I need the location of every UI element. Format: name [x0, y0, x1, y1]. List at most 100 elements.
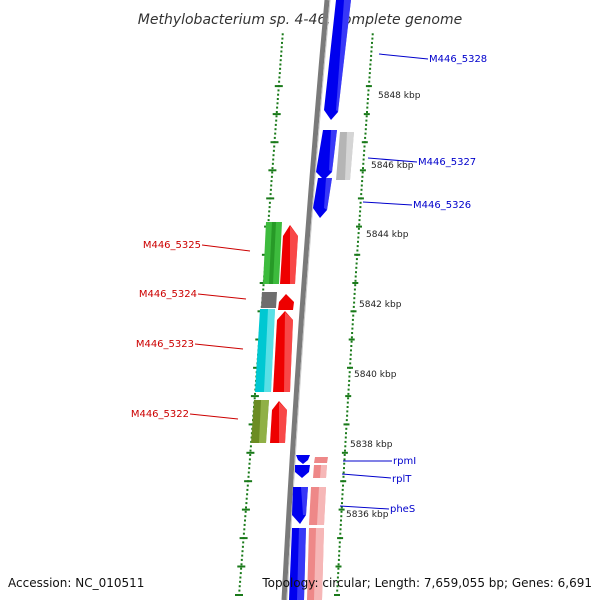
gene-rpmI[interactable]	[296, 455, 310, 464]
ring-dot	[275, 111, 278, 113]
scale-dot	[352, 314, 355, 317]
ring-tick	[235, 594, 243, 596]
scale-tick	[334, 594, 340, 596]
scale-dot	[367, 89, 370, 92]
scale-dot	[343, 467, 345, 470]
scale-dotted-ring	[336, 33, 374, 596]
scale-tick	[359, 169, 366, 172]
label-rplT[interactable]: rplT	[392, 474, 412, 485]
scale-dot	[361, 175, 364, 178]
label-M446_5325[interactable]: M446_5325	[143, 240, 201, 251]
scale-label-5840: 5840 kbp	[354, 370, 397, 380]
label-M446_5328[interactable]: M446_5328	[429, 54, 487, 65]
scale-dot	[370, 50, 373, 53]
ring-dot	[274, 132, 277, 135]
ring-dot	[269, 188, 272, 191]
scale-tick	[343, 423, 350, 426]
ring-dot	[270, 184, 273, 187]
ring-dot	[249, 449, 252, 452]
ring-tick	[237, 565, 246, 568]
ring-dot	[246, 493, 249, 496]
leader-M446_5326	[362, 201, 413, 206]
scale-dot	[339, 532, 342, 535]
ring-dot	[253, 397, 256, 400]
scale-dot	[351, 323, 354, 326]
ring-dot	[248, 467, 251, 470]
scale-dot	[366, 102, 369, 105]
scale-dot	[345, 432, 347, 435]
accession-text: Accession: NC_010511	[8, 576, 144, 590]
label-leaders	[189, 53, 429, 510]
ring-dot	[278, 72, 281, 75]
scale-dot	[344, 445, 347, 448]
scale-dot	[368, 76, 371, 79]
scale-dot	[362, 158, 365, 161]
label-rpmI[interactable]: rpmI	[393, 456, 416, 467]
scale-dot	[346, 401, 349, 404]
ring-dot	[238, 585, 241, 588]
ring-dot	[243, 528, 246, 531]
gene-M446_5327-shade	[329, 130, 337, 172]
scale-dot	[340, 510, 343, 513]
scale-dot	[342, 475, 345, 478]
ring-dot	[238, 589, 241, 592]
ring-dot	[254, 392, 256, 395]
label-pheS[interactable]: pheS	[390, 504, 415, 515]
ring-tick	[274, 85, 283, 88]
scale-dot	[361, 171, 364, 174]
ring-dot	[244, 519, 246, 522]
scale-dot	[347, 397, 350, 400]
scale-tick	[340, 480, 347, 483]
ring-dot	[272, 158, 275, 161]
ring-dot	[267, 214, 270, 217]
ring-tick	[246, 451, 255, 454]
ring-tick	[250, 395, 259, 398]
gene-rpmI-pink[interactable]	[314, 457, 328, 463]
scale-dot	[349, 362, 352, 365]
label-M446_5326[interactable]: M446_5326	[413, 200, 471, 211]
ring-dot	[281, 37, 284, 40]
scale-dot	[336, 589, 339, 592]
gene-M446_5325-shade	[290, 226, 298, 284]
scale-dot	[337, 572, 340, 575]
scale-dot	[343, 454, 346, 456]
ring-dot	[244, 510, 247, 513]
gene-M446_5322-olive-shade	[259, 400, 269, 443]
scale-dot	[347, 388, 350, 391]
ring-dot	[279, 67, 282, 70]
scale-dot	[365, 119, 368, 122]
scale-dot	[337, 563, 340, 566]
ring-dot	[242, 541, 245, 544]
gene-rplT[interactable]	[295, 465, 310, 478]
ring-dot	[241, 554, 244, 557]
scale-dot	[360, 193, 363, 196]
leader-pheS	[339, 505, 390, 510]
scale-dot	[358, 214, 361, 217]
scale-label-5838: 5838 kbp	[350, 440, 393, 450]
scale-dot	[365, 123, 368, 126]
scale-dot	[338, 545, 341, 548]
scale-label-5842: 5842 kbp	[359, 300, 402, 310]
scale-dot	[366, 98, 369, 100]
scale-dot	[369, 63, 372, 66]
label-M446_5324[interactable]: M446_5324	[139, 289, 197, 300]
scale-dot	[365, 115, 368, 118]
ring-tick	[244, 480, 253, 483]
gene-M446_5324-gray[interactable]	[261, 292, 277, 308]
label-M446_5327[interactable]: M446_5327	[418, 157, 476, 168]
scale-dot	[358, 219, 361, 222]
label-M446_5323[interactable]: M446_5323	[136, 339, 194, 350]
scale-dot	[356, 249, 359, 252]
gene-M446_5324[interactable]	[278, 294, 294, 310]
scale-dot	[344, 436, 347, 439]
scale-dot	[350, 345, 353, 347]
gene-rplT-pink-shade	[320, 465, 327, 478]
scale-label-5846: 5846 kbp	[371, 161, 414, 171]
scale-tick	[354, 253, 361, 256]
scale-label-5844: 5844 kbp	[366, 230, 409, 240]
scale-dot	[337, 567, 340, 570]
scale-dot	[362, 167, 364, 170]
ring-dot	[279, 63, 282, 66]
scale-dot	[346, 414, 349, 417]
label-M446_5322[interactable]: M446_5322	[131, 409, 189, 420]
